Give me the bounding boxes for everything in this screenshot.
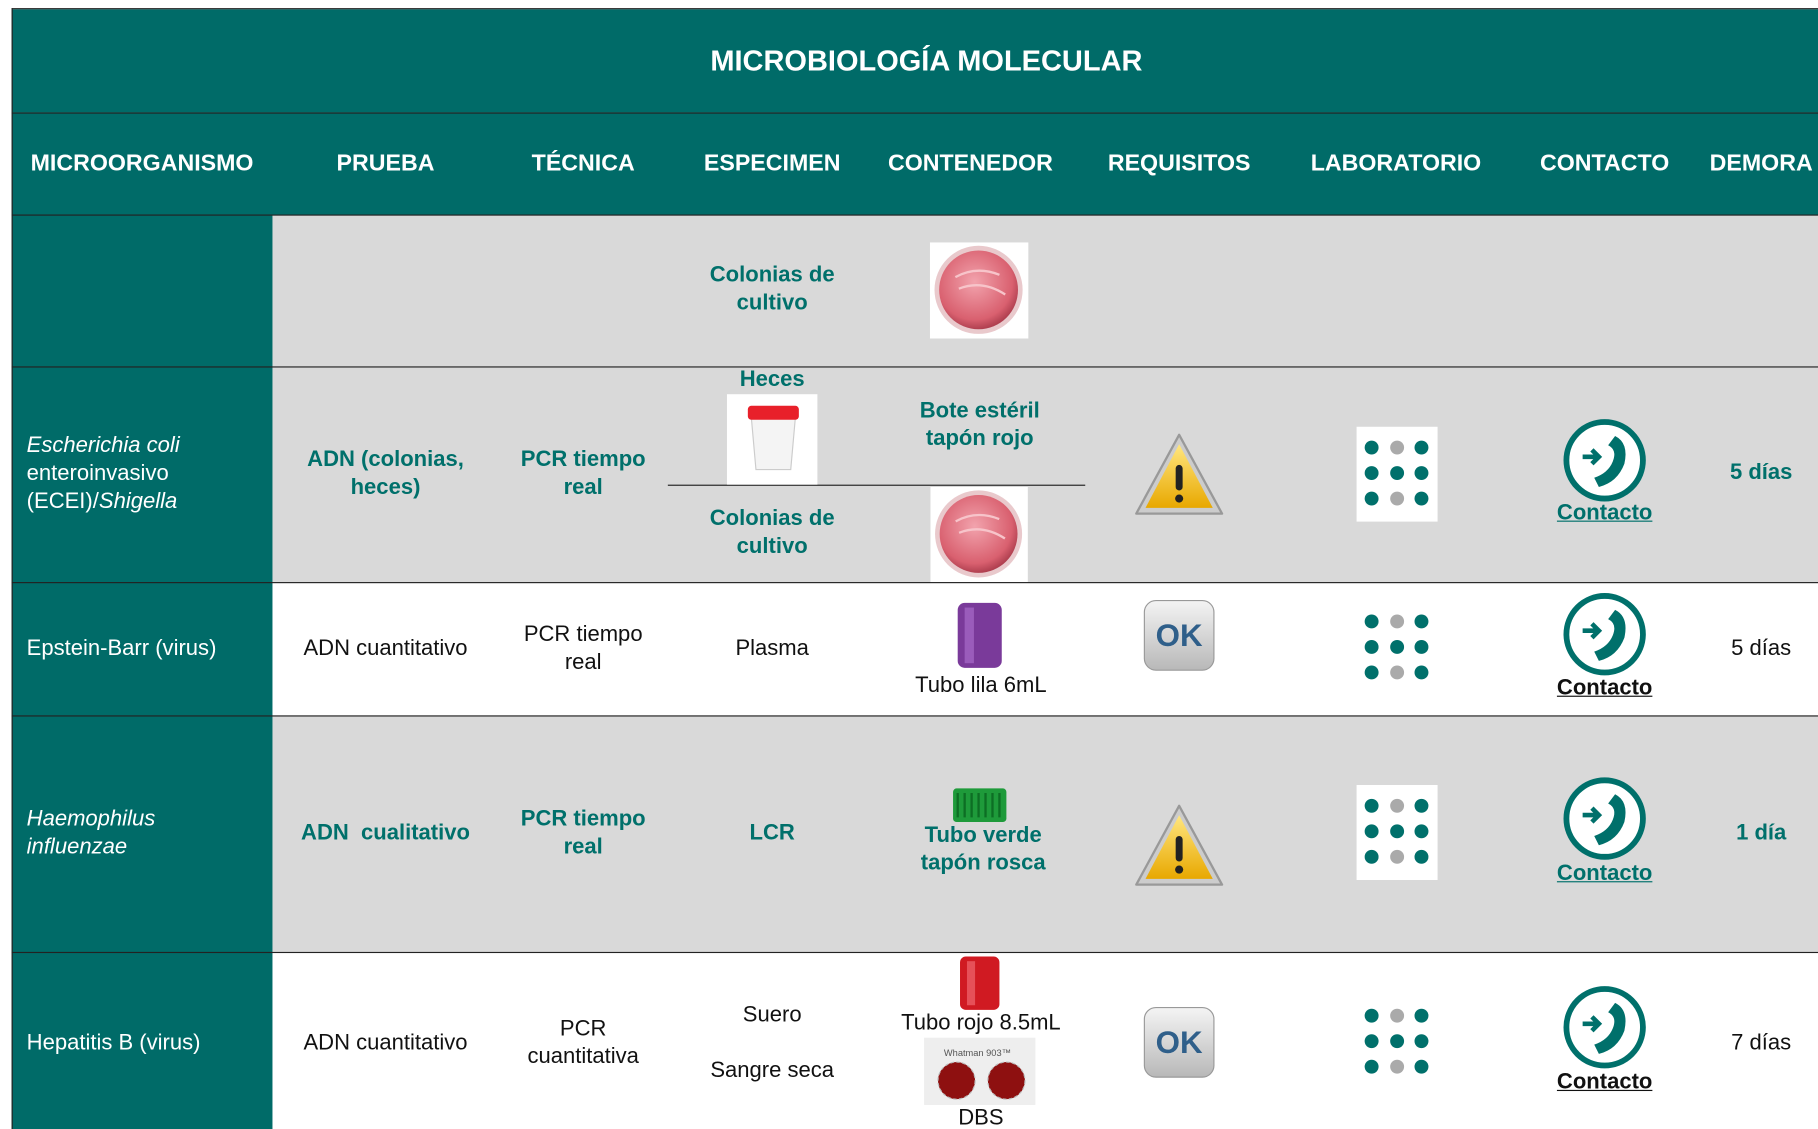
tecnica: PCR cuantitativa <box>527 1016 639 1070</box>
border <box>11 951 1818 954</box>
prueba: ADN cuantitativo <box>303 1030 468 1056</box>
microorganismo: Escherichia coli enteroinvasivo (ECEI)/S… <box>12 366 273 582</box>
border <box>11 715 1818 717</box>
demora: 5 días <box>1731 636 1792 661</box>
tecnica: PCR tiempo real <box>520 447 646 500</box>
column-header: ESPECIMEN <box>703 150 841 177</box>
especimen: Heces <box>739 367 805 392</box>
column-header: CONTENEDOR <box>887 150 1053 177</box>
text: Haemophilus influenzae <box>26 806 156 860</box>
column-header: LABORATORIO <box>1310 150 1482 177</box>
contenedor: Tubo lila 6mL <box>915 673 1047 698</box>
microorganismo: Haemophilus influenzae <box>12 715 273 952</box>
column-header: PRUEBA <box>336 150 435 177</box>
especimen: Colonias de cultivo <box>709 263 835 316</box>
contacto[interactable]: Contacto <box>1556 1070 1653 1095</box>
warning-icon <box>1135 804 1224 886</box>
contenedor: DBS <box>958 1106 1004 1129</box>
tecnica: PCR tiempo real <box>520 806 646 860</box>
row-bg <box>272 214 1818 583</box>
tube-icon <box>953 788 1007 823</box>
contacto[interactable]: Contacto <box>1556 861 1653 886</box>
phone-icon[interactable] <box>1566 989 1643 1066</box>
text: Escherichia coli <box>26 433 180 458</box>
especimen: Suero <box>742 1002 802 1028</box>
phone-icon[interactable] <box>1566 780 1643 857</box>
lab-icon <box>1356 426 1438 522</box>
lab-icon <box>1356 784 1438 881</box>
prueba: ADN (colonias, heces) <box>307 447 464 500</box>
dbs-card <box>924 1037 1036 1105</box>
column-header: CONTACTO <box>1540 150 1670 177</box>
tube-icon <box>960 956 1000 1010</box>
especimen: Sangre seca <box>710 1058 835 1083</box>
lab-icon <box>1356 994 1438 1090</box>
demora: 7 días <box>1731 1030 1792 1056</box>
column-header: TÉCNICA <box>531 150 635 177</box>
border <box>667 484 1086 486</box>
contacto[interactable]: Contacto <box>1556 675 1653 701</box>
column-header: MICROORGANISMO <box>30 150 254 177</box>
text: Shigella <box>98 489 178 514</box>
header-band <box>11 112 1818 215</box>
cup-icon <box>726 394 818 485</box>
text: enteroinvasivo (ECEI)/ <box>26 461 169 514</box>
microorganismo: Epstein-Barr (virus) <box>26 635 217 661</box>
contenedor: Tubo verde tapón rosca <box>920 823 1046 876</box>
tecnica: PCR tiempo real <box>523 622 643 675</box>
phone-icon[interactable] <box>1566 422 1643 499</box>
especimen: Plasma <box>735 635 809 661</box>
column-header: REQUISITOS <box>1107 150 1251 177</box>
petri-icon <box>929 486 1029 583</box>
column-header: DEMORA <box>1709 150 1813 177</box>
lab-icon <box>1356 600 1438 696</box>
contenedor: Bote estéril tapón rojo <box>919 398 1040 452</box>
row-bg <box>272 715 1818 952</box>
especimen: LCR <box>749 820 795 846</box>
title-band <box>11 9 1818 113</box>
phone-icon[interactable] <box>1566 596 1643 673</box>
contacto[interactable]: Contacto <box>1556 500 1653 526</box>
ok-label: OK <box>1156 1025 1203 1060</box>
dbs-label: Whatman 903™ <box>944 1048 1011 1058</box>
border <box>11 8 1818 10</box>
border <box>11 214 1818 216</box>
petri-icon <box>929 242 1029 339</box>
border <box>11 8 13 1129</box>
tube-icon <box>957 602 1002 668</box>
border <box>11 582 1818 584</box>
demora: 5 días <box>1729 460 1793 485</box>
contenedor: Tubo rojo 8.5mL <box>901 1011 1061 1036</box>
border <box>11 366 1818 368</box>
microorganismo: Hepatitis B (virus) <box>26 1030 201 1056</box>
prueba: ADN cualitativo <box>301 820 470 846</box>
demora: 1 día <box>1736 820 1787 846</box>
border <box>11 112 1818 114</box>
warning-icon <box>1135 433 1224 515</box>
ok-label: OK <box>1156 618 1203 653</box>
prueba: ADN cuantitativo <box>303 635 468 661</box>
title: MICROBIOLOGÍA MOLECULAR <box>710 44 1143 78</box>
especimen: Colonias de cultivo <box>709 506 835 559</box>
